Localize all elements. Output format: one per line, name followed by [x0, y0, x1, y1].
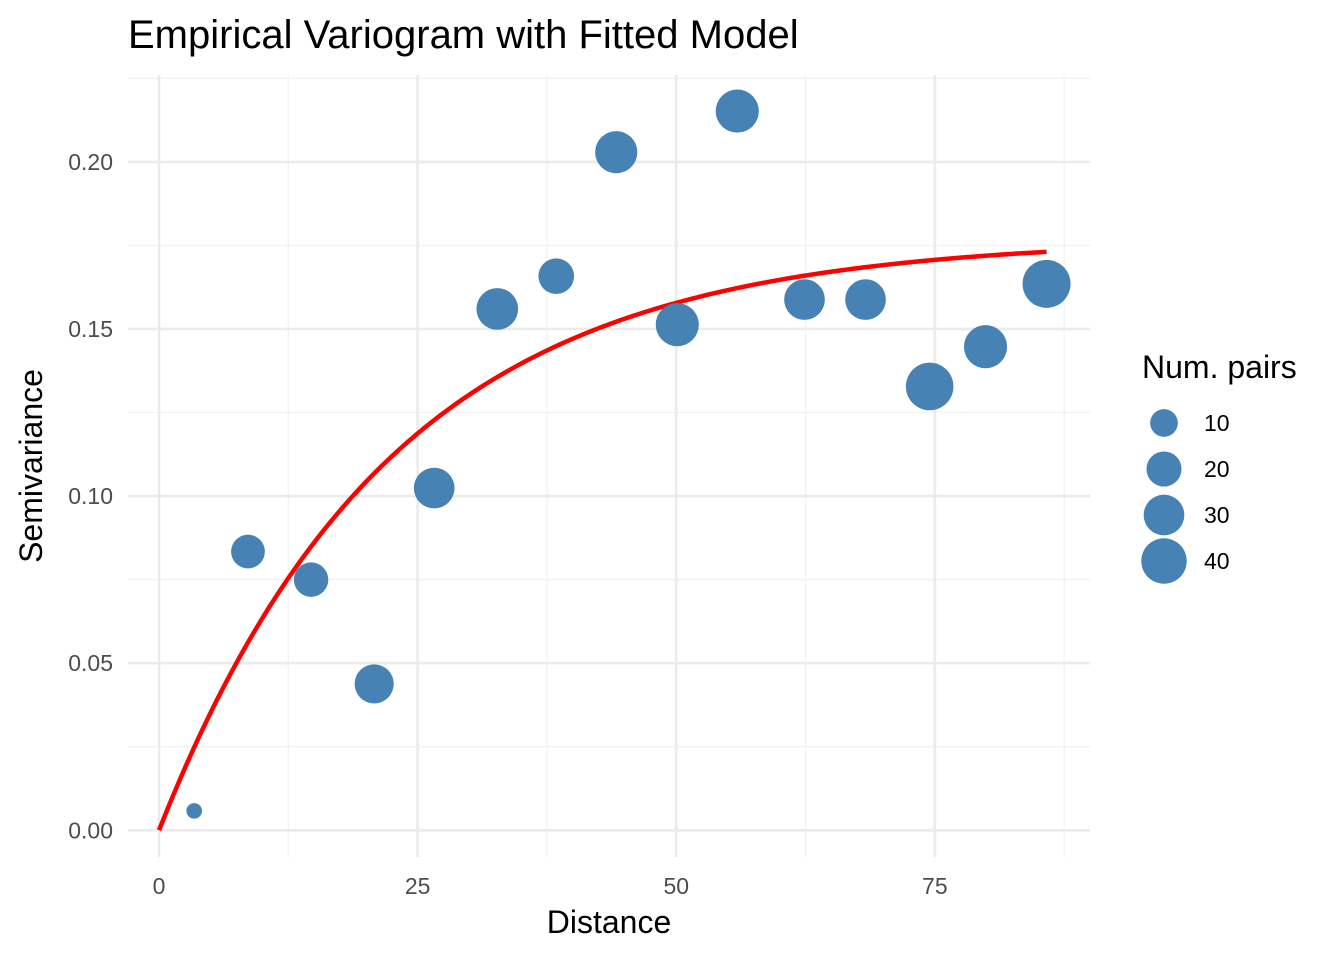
x-axis-ticks: 0 25 50 75 [153, 873, 948, 899]
x-tick-label: 50 [663, 873, 689, 899]
x-tick-label: 75 [922, 873, 948, 899]
legend-key [1146, 451, 1182, 487]
minor-gridlines [128, 75, 1090, 857]
data-point [715, 89, 759, 133]
data-point [655, 303, 699, 347]
data-point [538, 258, 575, 295]
major-gridlines [128, 75, 1090, 857]
legend-key [1141, 538, 1187, 584]
legend-entries: 10 20 30 40 [1141, 409, 1230, 584]
data-point [293, 562, 329, 597]
data-point [413, 467, 455, 509]
x-axis-title: Distance [547, 904, 672, 940]
data-point [963, 325, 1008, 369]
data-point [784, 279, 825, 320]
legend-label: 20 [1204, 456, 1230, 482]
data-points [186, 89, 1071, 819]
data-point [595, 131, 638, 174]
y-tick-label: 0.05 [68, 650, 113, 676]
legend-key [1143, 494, 1185, 536]
legend-key [1150, 409, 1178, 437]
legend-title: Num. pairs [1142, 349, 1297, 385]
data-point [231, 534, 265, 569]
y-tick-label: 0.20 [68, 149, 113, 175]
x-tick-label: 25 [405, 873, 431, 899]
y-tick-label: 0.10 [68, 483, 113, 509]
legend-label: 30 [1204, 502, 1230, 528]
y-axis-ticks: 0.00 0.05 0.10 0.15 0.20 [68, 149, 113, 843]
x-tick-label: 0 [153, 873, 166, 899]
y-tick-label: 0.15 [68, 316, 113, 342]
legend-label: 40 [1204, 548, 1230, 574]
data-point [905, 362, 954, 411]
data-point [186, 803, 203, 819]
y-tick-label: 0.00 [68, 817, 113, 843]
legend-label: 10 [1204, 410, 1230, 436]
y-axis-title: Semivariance [13, 369, 49, 563]
chart-title: Empirical Variogram with Fitted Model [128, 13, 799, 57]
data-point [1022, 259, 1071, 308]
data-point [354, 664, 394, 704]
legend: Num. pairs 10 20 30 40 [1141, 349, 1297, 584]
data-point [476, 288, 519, 330]
data-point [845, 279, 886, 320]
fitted-model-line [156, 249, 1047, 832]
